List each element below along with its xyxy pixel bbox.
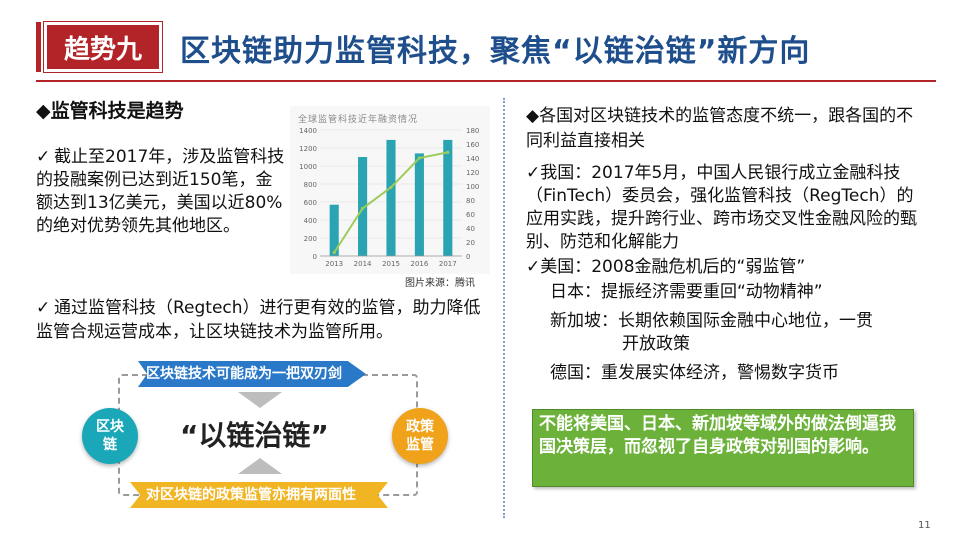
x-tick-label: 2017 (439, 260, 457, 268)
x-tick-label: 2014 (354, 260, 372, 268)
circle-label-line: 链 (103, 437, 117, 453)
y-tick-label-left: 1200 (299, 145, 317, 153)
y-tick-label-right: 40 (466, 225, 475, 233)
y-tick-label-right: 180 (466, 127, 479, 135)
circle-label-line: 政策 (406, 419, 434, 435)
page-number: 11 (918, 520, 931, 531)
chart-line-point (332, 250, 336, 255)
slide-title: 区块链助力监管科技，聚焦“以链治链”新方向 (180, 34, 811, 69)
x-tick-label: 2013 (325, 260, 343, 268)
diagram-blockchain-circle: 区块链 (82, 408, 138, 464)
chart-line-point (361, 206, 365, 210)
warning-callout: 不能将美国、日本、新加坡等域外的做法倒逼我国决策层，而忽视了自身政策对别国的影响… (532, 409, 914, 487)
list-item-singapore-cont: 开放政策 (622, 334, 690, 354)
diagram-bottom-banner: 对区块链的政策监管亦拥有两面性 (130, 482, 388, 508)
y-tick-label-right: 80 (466, 197, 475, 205)
arrow-down-icon (238, 392, 282, 408)
y-tick-label-right: 20 (466, 239, 475, 247)
list-item-japan: 日本：提振经济需要重回“动物精神” (550, 282, 823, 302)
left-bullet-1: ✓ 截止至2017年，涉及监管科技的投融案例已达到近150笔，金额达到13亿美元，… (36, 146, 288, 238)
chart-line-point (389, 185, 393, 189)
y-tick-label-left: 600 (304, 199, 317, 207)
list-item-germany: 德国：重发展实体经济，警惕数字货币 (550, 363, 839, 383)
left-bullet-2-text: 通过监管科技（Regtech）进行更有效的监管，助力降低监管合规运营成本，让区块… (36, 298, 481, 342)
circle-label-line: 监管 (406, 437, 434, 453)
left-heading: ◆监管科技是趋势 (36, 100, 184, 122)
right-heading: ◆各国对区块链技术的监管态度不统一，跟各国的不同利益直接相关 (526, 106, 914, 151)
y-tick-label-left: 200 (304, 235, 317, 243)
funding-chart-svg: 0 200 400 600 800 1000 1200 1400 0 20 40 60 80 100 120… (290, 106, 490, 274)
list-item-singapore: 新加坡：长期依赖国际金融中心地位，一贯 (550, 311, 873, 331)
y-tick-label-right: 160 (466, 141, 479, 149)
trend-tag: 趋势九 (43, 21, 163, 73)
y-tick-label-right: 0 (466, 253, 470, 261)
check-icon: ✓ (36, 147, 51, 167)
y-tick-label-left: 1000 (299, 163, 317, 171)
list-item-china: ✓我国：2017年5月，中国人民银行成立金融科技（FinTech）委员会，强化监… (526, 163, 917, 252)
circle-label-line: 区块 (96, 419, 124, 435)
x-tick-label: 2015 (382, 260, 400, 268)
y-tick-label-left: 400 (304, 217, 317, 225)
chart-line-point (417, 156, 421, 160)
country-list: ✓我国：2017年5月，中国人民银行成立金融科技（FinTech）委员会，强化监… (526, 162, 926, 385)
x-tick-label: 2016 (410, 260, 428, 268)
check-icon: ✓ (36, 298, 51, 318)
chart-bar (358, 157, 368, 256)
diagram-center-text: “以链治链” (180, 419, 329, 452)
list-item-usa: ✓美国：2008金融危机后的“弱监管” (526, 257, 806, 277)
column-divider (503, 98, 505, 518)
image-source: 图片来源：腾讯 (405, 278, 475, 289)
diagram-top-banner: 区块链技术可能成为一把双刃剑 (138, 361, 366, 387)
chart-title: 全球监管科技近年融资情况 (298, 115, 419, 125)
diagram-policy-circle: 政策 监管 (392, 408, 448, 464)
y-tick-label-left: 0 (313, 253, 317, 261)
arrow-up-icon (238, 458, 282, 474)
y-tick-label-right: 100 (466, 183, 479, 191)
y-tick-label-left: 1400 (299, 127, 317, 135)
chart-bar (329, 204, 339, 256)
left-bullet-2: ✓ 通过监管科技（Regtech）进行更有效的监管，助力降低监管合规运营成本，让区… (36, 296, 496, 344)
chart-bar (443, 139, 453, 256)
chart-bar (386, 139, 396, 256)
title-accent-bar (36, 22, 41, 72)
y-tick-label-right: 120 (466, 169, 479, 177)
chart-line-point (446, 150, 450, 154)
left-bullet-1-text: 截止至2017年，涉及监管科技的投融案例已达到近150笔，金额达到13亿美元，美… (36, 147, 285, 236)
title-divider (36, 80, 936, 82)
y-tick-label-left: 800 (304, 181, 317, 189)
chart-bar (414, 153, 424, 256)
funding-chart: 0 200 400 600 800 1000 1200 1400 0 20 40 60 80 100 120… (290, 106, 490, 274)
y-tick-label-right: 60 (466, 211, 475, 219)
y-tick-label-right: 140 (466, 155, 479, 163)
